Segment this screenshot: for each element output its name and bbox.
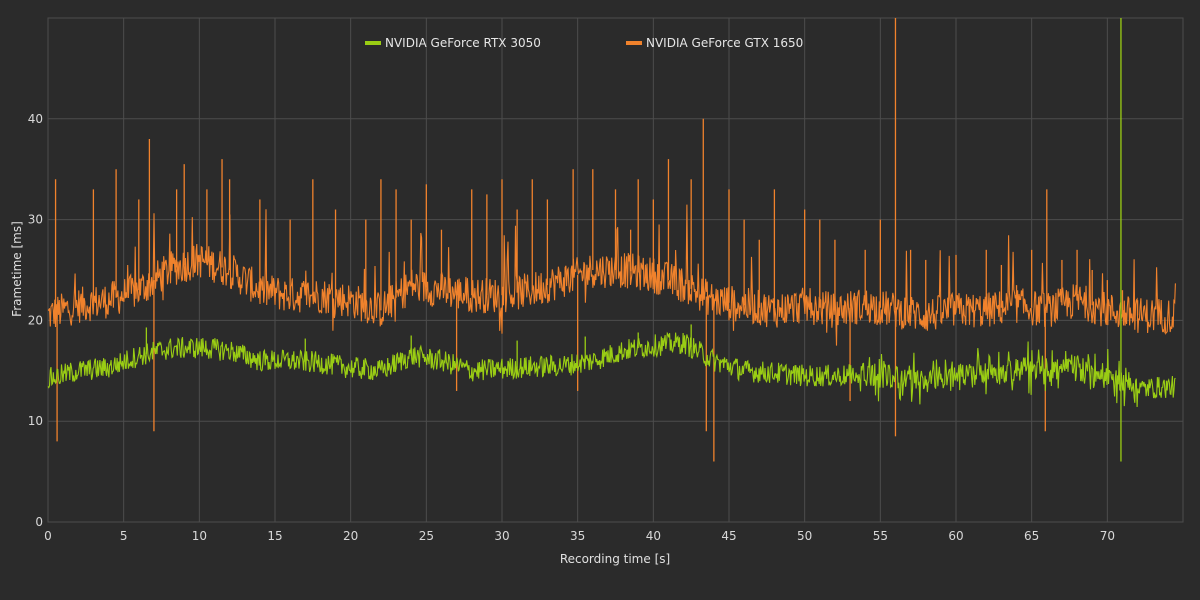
x-tick-label: 30 [494,529,509,543]
x-tick-label: 65 [1024,529,1039,543]
legend: NVIDIA GeForce RTX 3050 NVIDIA GeForce GT… [365,36,803,50]
x-tick-label: 70 [1100,529,1115,543]
x-tick-label: 60 [948,529,963,543]
x-tick-label: 35 [570,529,585,543]
y-tick-label: 20 [28,313,43,327]
y-tick-label: 30 [28,213,43,227]
x-tick-label: 5 [120,529,128,543]
series-rtx-3050 [47,18,1176,462]
legend-swatch [626,41,642,45]
x-tick-label: 15 [267,529,282,543]
x-tick-label: 55 [873,529,888,543]
y-axis-label: Frametime [ms] [10,221,24,317]
x-tick-label: 20 [343,529,358,543]
x-tick-label: 50 [797,529,812,543]
series-line [47,204,1176,346]
x-tick-label: 40 [646,529,661,543]
y-tick-label: 10 [28,414,43,428]
x-tick-label: 0 [44,529,52,543]
x-axis-label: Recording time [s] [560,552,670,566]
series-line [47,331,1176,408]
y-tick-label: 0 [35,515,43,529]
x-tick-label: 45 [721,529,736,543]
legend-entry: NVIDIA GeForce RTX 3050 [385,36,541,50]
legend-entry: NVIDIA GeForce GTX 1650 [646,36,803,50]
series-layer [47,18,1176,462]
y-tick-label: 40 [28,112,43,126]
axes: 0 5 10 15 20 25 30 35 40 45 50 55 60 65 70 0 10 20 30 40 [28,112,1115,543]
legend-swatch [365,41,381,45]
series-gtx-1650 [47,18,1176,462]
x-tick-label: 10 [192,529,207,543]
x-tick-label: 25 [419,529,434,543]
